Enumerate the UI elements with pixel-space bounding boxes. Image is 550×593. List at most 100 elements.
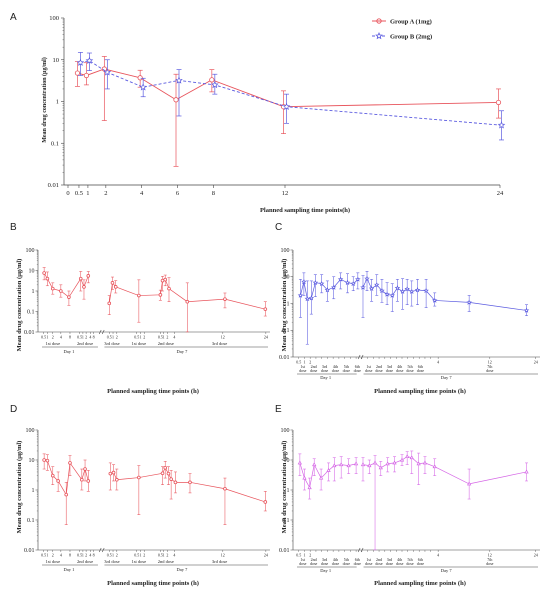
panel-c-point (384, 291, 390, 297)
panel-e-dose-label: 5th dose (406, 557, 414, 566)
panel-a-x-tick-label: 4 (140, 190, 144, 197)
panel-e-y-tick-label: 0.01 (279, 548, 290, 554)
panel-c-day-label: Day 7 (441, 375, 453, 380)
panel-d-point (223, 486, 227, 491)
panel-b-x-tick-label: 2 (143, 335, 145, 340)
panel-c-dose-label: 2nd dose (375, 364, 383, 373)
panel-d-point (108, 471, 113, 476)
panel-d-point (160, 471, 165, 476)
panel-a-point (175, 76, 183, 84)
panel-e-dose-label: 5th dose (343, 557, 351, 566)
panel-d-x-tick-label: 0.5 (134, 553, 139, 558)
panel-c-point (389, 292, 395, 298)
panel-d-point (80, 477, 84, 482)
panel-d-x-tick-label: 0.5 (107, 553, 112, 558)
panel-b-point (163, 277, 168, 282)
panel-e-point (297, 460, 303, 465)
panel-d-x-tick-label: 0.5 (158, 553, 163, 558)
panel-d-line (110, 467, 266, 503)
panel-b-point (42, 271, 46, 275)
panel-c-point (431, 297, 438, 303)
panel-e-xlabel: Planned sampling time points (h) (374, 580, 466, 587)
panel-d-dose-label: 3rd dose (104, 559, 119, 564)
panel-e-point (339, 462, 344, 467)
panel-b-x-tick-label: 2 (85, 335, 87, 340)
panel-a-point (211, 80, 219, 89)
panel-c-y-tick-label: 0.01 (279, 355, 290, 361)
panel-a-x-tick-label: 0.5 (75, 190, 83, 197)
panel-b-x-tick-label: 0.5 (77, 335, 82, 340)
panel-e-axis-break (360, 547, 364, 553)
panel-b-axis-break (101, 329, 105, 335)
panel-b-y-tick-label: 0.1 (27, 309, 35, 315)
panel-e-line (299, 462, 357, 489)
legend-label-group-a: Group A (1mg) (390, 19, 432, 26)
panel-b-point (223, 297, 227, 301)
panel-d-x-tick-label: 2 (116, 553, 118, 558)
panel-c-y-tick-label: 1 (287, 301, 290, 307)
panel-c-point (374, 281, 380, 288)
panel-e-dose-label: 6th dose (354, 557, 362, 566)
panel-e-y-tick-label: 100 (281, 428, 290, 434)
panel-a-point (282, 102, 291, 110)
legend-marker-group-b (375, 31, 383, 40)
panel-a-y-tick-label: 1 (56, 99, 59, 106)
panel-c-dose-label: 7th dose (486, 364, 494, 373)
panel-c-dose-label: 4th dose (332, 364, 340, 373)
panel-e-x-tick-label: 12 (488, 553, 492, 558)
panel-label-a: A (10, 12, 17, 23)
panel-b-day-label: Day 1 (63, 349, 74, 354)
panel-b-x-tick-label: 8 (69, 335, 71, 340)
panel-d-x-tick-label: 1 (112, 553, 114, 558)
panel-label-d: D (10, 404, 17, 415)
panel-a-point (495, 99, 502, 106)
panel-d-x-tick-label: 2 (166, 553, 168, 558)
panel-c-line (362, 277, 527, 311)
panel-e-point (367, 463, 372, 468)
panel-e-y-tick-label: 1 (287, 488, 290, 494)
panel-d-point (137, 475, 141, 480)
panel-d-point (173, 480, 178, 485)
panel-b-ylabel: Mean drug concentration (μg/ml) (16, 259, 23, 352)
legend-star-shape (375, 31, 383, 40)
panel-d-x-tick-label: 4 (60, 553, 62, 558)
panel-d-x-tick-label: 12 (221, 553, 225, 558)
panel-b-x-tick-label: 8 (93, 335, 95, 340)
panel-b-point (113, 285, 118, 289)
panel-d-point (68, 461, 72, 465)
panel-b-x-tick-label: 4 (173, 335, 175, 340)
panel-b-point (167, 286, 171, 291)
panel-d-y-tick-label: 10 (29, 458, 35, 464)
legend-label-group-b: Group B (2mg) (390, 34, 432, 41)
panel-c-axis-break (357, 354, 361, 360)
panel-c-xlabel: Planned sampling time points (h) (374, 388, 466, 395)
panel-d-dose-label: 2nd dose (158, 559, 174, 564)
panel-b-point (50, 286, 55, 291)
panel-a-point (76, 58, 85, 66)
panel-d-dose-label: 2nd dose (77, 559, 93, 564)
panel-b-point (45, 276, 50, 281)
panel-c-point (364, 275, 370, 281)
panel-d-dose-label: 1st dose (132, 559, 147, 564)
panel-b-point (185, 299, 190, 304)
panel-e-axis-break (357, 547, 361, 553)
panel-d-point (111, 470, 116, 475)
panel-c-point (344, 279, 351, 286)
panel-c-y-tick-label: 100 (281, 248, 290, 254)
panel-d-y-tick-label: 0.01 (24, 548, 35, 554)
panel-b-dose-label: 3rd dose (212, 341, 227, 346)
panel-a-point (74, 70, 81, 76)
panel-e-x-tick-label: 24 (534, 553, 538, 558)
panel-e-point (302, 475, 307, 480)
panel-c-point (399, 288, 406, 294)
panel-e-dose-label: 6th dose (417, 557, 425, 566)
panel-e-x-tick-label: 0.5 (296, 553, 301, 558)
panel-b-line (43, 272, 89, 298)
panel-a-series-group-a (74, 56, 502, 167)
panel-c-point (379, 287, 385, 294)
panel-e-point (405, 454, 410, 459)
